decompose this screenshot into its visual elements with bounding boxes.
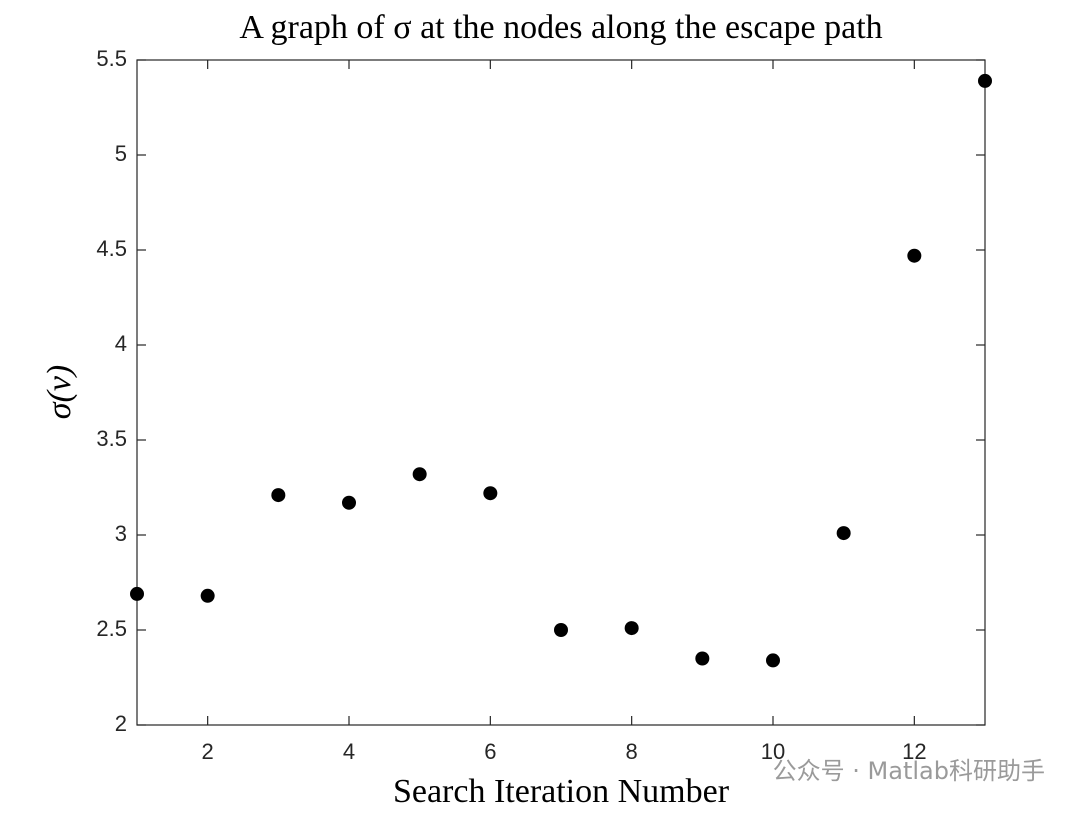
- point: [130, 586, 144, 601]
- y-tick-label: 2.5: [96, 616, 127, 641]
- point: [766, 653, 780, 668]
- point: [836, 526, 851, 541]
- point: [907, 248, 922, 263]
- y-axis-label: σ(v): [41, 365, 78, 420]
- x-tick-label: 10: [761, 739, 785, 764]
- y-tick-label: 5.5: [96, 46, 127, 71]
- point: [978, 73, 992, 88]
- point: [554, 623, 568, 637]
- x-tick-label: 6: [484, 739, 496, 764]
- chart-title: A graph of σ at the nodes along the esca…: [239, 9, 882, 46]
- x-tick-label: 12: [902, 739, 926, 764]
- point: [624, 621, 639, 636]
- point: [200, 588, 215, 603]
- axes-box: [136, 59, 986, 726]
- y-tick-label: 3.5: [96, 426, 127, 451]
- point: [483, 486, 498, 501]
- y-tick-label: 3: [115, 521, 127, 546]
- x-tick-label: 4: [343, 739, 355, 764]
- y-tick-label: 4.5: [96, 236, 127, 261]
- point: [342, 495, 356, 510]
- point: [271, 488, 286, 503]
- x-tick-label: 8: [626, 739, 638, 764]
- watermark: 公众号 · Matlab科研助手: [773, 757, 1045, 785]
- x-tick-label: 2: [202, 739, 214, 764]
- y-tick-label: 4: [115, 331, 127, 356]
- point: [412, 467, 427, 482]
- point: [695, 651, 710, 666]
- y-tick-label: 5: [115, 141, 127, 166]
- x-axis-label: Search Iteration Number: [393, 773, 730, 810]
- y-tick-label: 2: [115, 711, 127, 736]
